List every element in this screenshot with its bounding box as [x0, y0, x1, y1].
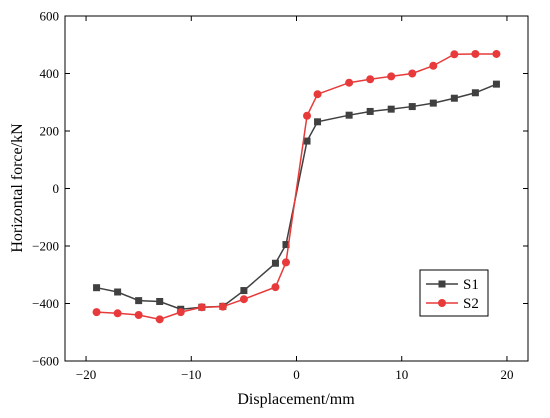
y-axis-title: Horizontal force/kN	[9, 123, 26, 253]
x-tick-label: −10	[181, 367, 201, 382]
data-point	[281, 258, 290, 267]
data-point	[408, 69, 417, 78]
data-point	[387, 72, 396, 81]
data-point	[387, 105, 395, 113]
y-tick-label: −600	[32, 354, 59, 369]
data-point	[408, 103, 416, 111]
data-point	[135, 297, 143, 305]
legend-marker	[438, 299, 446, 307]
data-point	[239, 295, 248, 304]
data-point	[366, 107, 374, 115]
series-s1	[93, 80, 500, 313]
data-point	[240, 287, 248, 295]
y-tick-label: 400	[40, 66, 60, 81]
data-point	[114, 288, 122, 296]
data-point	[429, 61, 438, 70]
legend-marker	[438, 280, 446, 288]
series-s2	[92, 49, 501, 324]
axis-ticks	[65, 15, 528, 362]
legend-box	[419, 269, 489, 317]
data-point	[218, 302, 227, 311]
data-point	[471, 89, 479, 97]
x-axis-title: Displacement/mm	[237, 391, 355, 408]
data-point	[93, 284, 101, 292]
data-point	[345, 78, 354, 87]
series-line	[96, 53, 497, 321]
data-point	[197, 303, 206, 312]
data-point	[471, 49, 480, 58]
series-layer	[92, 49, 501, 324]
data-point	[113, 309, 122, 318]
x-tick-label: 0	[293, 367, 300, 382]
y-tick-label: 600	[40, 9, 60, 24]
data-point	[176, 308, 185, 317]
legend-label: S2	[463, 296, 479, 312]
data-point	[314, 118, 322, 126]
y-tick-label: 200	[40, 124, 60, 139]
y-tick-label: −400	[32, 296, 59, 311]
x-tick-label: −20	[76, 367, 96, 382]
data-point	[271, 283, 280, 292]
y-tick-label: 0	[53, 181, 60, 196]
legend-item: S1	[426, 277, 479, 293]
data-point	[345, 111, 353, 119]
legend-item: S2	[426, 296, 479, 312]
data-point	[429, 99, 437, 107]
legend-label: S1	[463, 277, 479, 293]
y-tick-label: −200	[32, 239, 59, 254]
data-point	[366, 75, 375, 84]
data-point	[492, 80, 500, 88]
data-point	[282, 241, 290, 249]
data-point	[450, 94, 458, 102]
data-point	[303, 137, 311, 145]
data-point	[492, 49, 501, 58]
data-point	[134, 311, 143, 319]
x-tick-label: 20	[500, 367, 513, 382]
tick-labels: −20 −10 0 10 20 −600 −400 −200 0 200 400 600	[32, 9, 513, 383]
data-point	[155, 315, 164, 324]
x-tick-label: 10	[395, 367, 408, 382]
data-point	[450, 50, 459, 59]
data-point	[303, 111, 312, 120]
data-point	[313, 90, 322, 99]
data-point	[92, 308, 101, 317]
data-point	[271, 259, 279, 267]
data-point	[156, 297, 164, 305]
series-line	[96, 83, 497, 311]
